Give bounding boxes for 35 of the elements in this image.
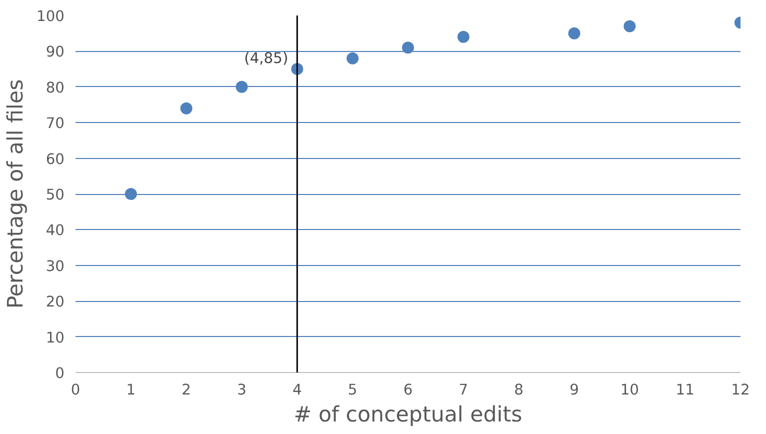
x-tick-label: 9 xyxy=(570,382,579,398)
annotation: (4,85) xyxy=(244,50,288,68)
x-tick-label: 0 xyxy=(70,382,80,398)
y-tick-label: 40 xyxy=(46,222,65,240)
point xyxy=(568,27,580,40)
y-tick-label: 50 xyxy=(46,186,65,204)
point xyxy=(124,188,137,200)
x-tick-label: 8 xyxy=(514,382,524,398)
point xyxy=(624,20,636,32)
point xyxy=(346,52,359,64)
x-axis-title: # of conceptual edits xyxy=(294,402,522,428)
x-tick-label: 5 xyxy=(348,382,358,398)
y-tick-label: 20 xyxy=(46,294,65,311)
y-tick-label: 70 xyxy=(46,115,65,132)
x-tick-label: 6 xyxy=(403,382,413,398)
x-tick-label: 4 xyxy=(292,382,302,398)
x-tick-label: 3 xyxy=(237,382,246,398)
point xyxy=(236,80,248,93)
y-tick-label: 80 xyxy=(46,79,65,96)
y-tick-label: 90 xyxy=(46,44,65,61)
x-tick-label: 12 xyxy=(731,382,750,398)
x-tick-label: 1 xyxy=(126,382,136,398)
x-tick-label: 11 xyxy=(676,382,694,398)
x-tick-label: 10 xyxy=(620,382,639,398)
point xyxy=(457,30,470,43)
y-tick-label: 60 xyxy=(46,150,65,168)
x-tick-label: 7 xyxy=(458,382,468,398)
y-tick-label: 0 xyxy=(55,365,65,382)
y-tick-label: 30 xyxy=(46,258,65,275)
y-axis-title: Percentage of all files xyxy=(4,79,29,309)
y-tick-label: 10 xyxy=(46,329,65,346)
point xyxy=(180,102,192,114)
y-tick-label: 100 xyxy=(36,8,65,25)
point xyxy=(402,42,414,54)
x-tick-label: 2 xyxy=(182,382,191,398)
